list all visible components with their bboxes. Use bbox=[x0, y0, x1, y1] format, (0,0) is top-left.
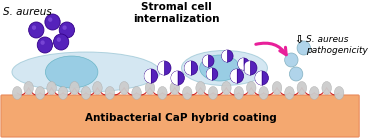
Ellipse shape bbox=[272, 81, 282, 94]
Wedge shape bbox=[230, 69, 237, 83]
Circle shape bbox=[40, 40, 45, 45]
Circle shape bbox=[37, 37, 53, 53]
Ellipse shape bbox=[12, 87, 22, 100]
Circle shape bbox=[32, 25, 36, 30]
Ellipse shape bbox=[81, 87, 91, 100]
Ellipse shape bbox=[70, 81, 79, 94]
Ellipse shape bbox=[246, 81, 256, 94]
Circle shape bbox=[171, 71, 184, 85]
Circle shape bbox=[29, 22, 44, 38]
Ellipse shape bbox=[45, 56, 98, 88]
Text: Antibacterial CaP hybrid coating: Antibacterial CaP hybrid coating bbox=[85, 113, 276, 123]
Ellipse shape bbox=[208, 87, 218, 100]
Ellipse shape bbox=[222, 81, 231, 94]
Circle shape bbox=[238, 58, 249, 70]
Ellipse shape bbox=[285, 87, 294, 100]
Ellipse shape bbox=[119, 81, 129, 94]
Ellipse shape bbox=[181, 51, 268, 86]
Ellipse shape bbox=[196, 81, 205, 94]
Wedge shape bbox=[238, 58, 243, 70]
Circle shape bbox=[45, 14, 60, 30]
Wedge shape bbox=[171, 71, 178, 85]
Ellipse shape bbox=[183, 87, 192, 100]
Ellipse shape bbox=[93, 81, 102, 94]
Circle shape bbox=[57, 37, 61, 42]
Ellipse shape bbox=[322, 81, 332, 94]
Circle shape bbox=[243, 61, 257, 75]
Wedge shape bbox=[158, 61, 164, 75]
Ellipse shape bbox=[310, 87, 319, 100]
Wedge shape bbox=[203, 55, 208, 67]
Ellipse shape bbox=[200, 55, 240, 81]
Circle shape bbox=[297, 41, 310, 55]
Ellipse shape bbox=[297, 81, 307, 94]
Text: S. aureus
pathogenicity: S. aureus pathogenicity bbox=[306, 35, 367, 55]
FancyBboxPatch shape bbox=[1, 95, 359, 137]
Circle shape bbox=[158, 61, 171, 75]
Circle shape bbox=[290, 67, 303, 81]
Circle shape bbox=[203, 55, 214, 67]
Text: ⇩: ⇩ bbox=[294, 35, 304, 45]
Circle shape bbox=[222, 50, 233, 62]
Text: S. aureus: S. aureus bbox=[3, 7, 52, 17]
Wedge shape bbox=[144, 69, 151, 83]
Circle shape bbox=[255, 71, 268, 85]
Circle shape bbox=[62, 25, 67, 30]
Circle shape bbox=[184, 61, 198, 75]
Wedge shape bbox=[206, 68, 212, 80]
Ellipse shape bbox=[47, 81, 56, 94]
Ellipse shape bbox=[158, 87, 167, 100]
Ellipse shape bbox=[58, 87, 68, 100]
Wedge shape bbox=[222, 50, 227, 62]
Circle shape bbox=[230, 69, 243, 83]
Ellipse shape bbox=[132, 87, 141, 100]
Ellipse shape bbox=[170, 81, 180, 94]
Circle shape bbox=[59, 22, 74, 38]
Circle shape bbox=[54, 34, 69, 50]
Ellipse shape bbox=[105, 87, 115, 100]
Wedge shape bbox=[243, 61, 250, 75]
Text: Stromal cell
internalization: Stromal cell internalization bbox=[133, 2, 220, 24]
Wedge shape bbox=[255, 71, 262, 85]
Ellipse shape bbox=[234, 87, 243, 100]
Circle shape bbox=[144, 69, 158, 83]
Ellipse shape bbox=[145, 81, 155, 94]
Ellipse shape bbox=[36, 87, 45, 100]
Circle shape bbox=[285, 53, 298, 67]
Wedge shape bbox=[184, 61, 191, 75]
Ellipse shape bbox=[259, 87, 268, 100]
Ellipse shape bbox=[24, 81, 33, 94]
Ellipse shape bbox=[334, 87, 344, 100]
Ellipse shape bbox=[12, 52, 160, 92]
Circle shape bbox=[48, 17, 53, 22]
Circle shape bbox=[206, 68, 218, 80]
